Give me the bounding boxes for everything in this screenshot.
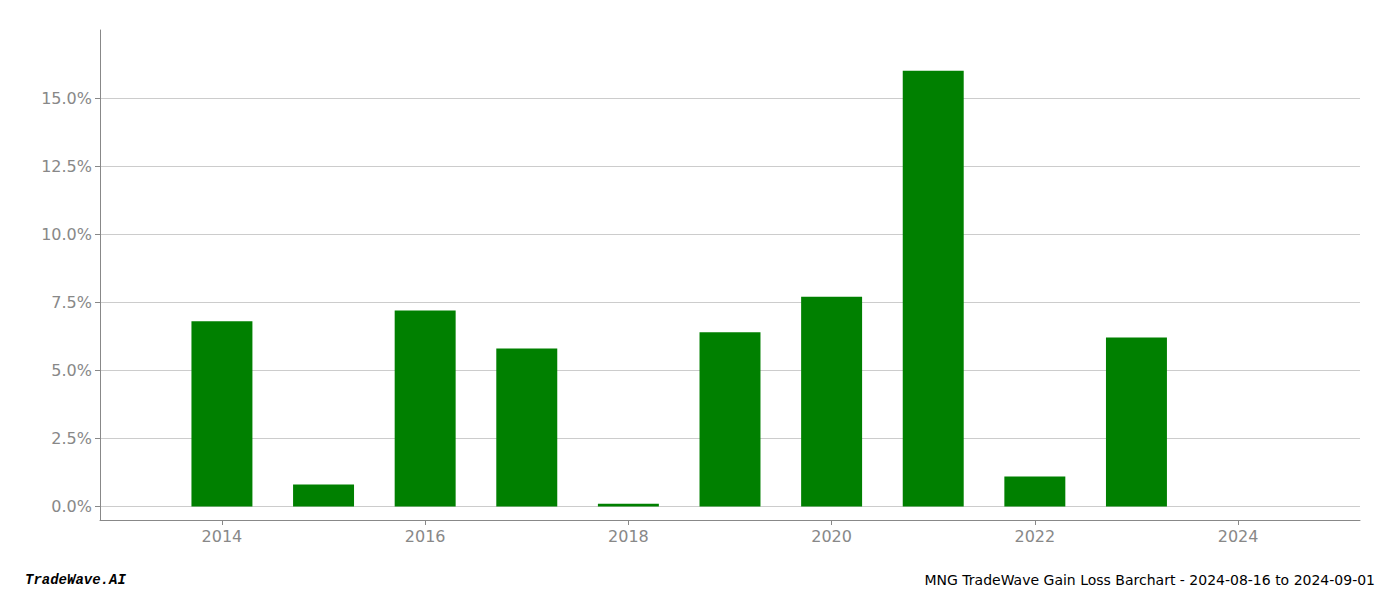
svg-text:TradeWave.AI: TradeWave.AI [25, 572, 126, 588]
svg-text:2024: 2024 [1218, 527, 1259, 546]
svg-text:5.0%: 5.0% [51, 361, 92, 380]
svg-text:12.5%: 12.5% [41, 157, 92, 176]
svg-text:0.0%: 0.0% [51, 497, 92, 516]
svg-text:2022: 2022 [1014, 527, 1055, 546]
svg-text:2020: 2020 [811, 527, 852, 546]
svg-text:2016: 2016 [405, 527, 446, 546]
svg-text:2.5%: 2.5% [51, 429, 92, 448]
svg-text:7.5%: 7.5% [51, 293, 92, 312]
svg-text:2014: 2014 [202, 527, 243, 546]
svg-text:2018: 2018 [608, 527, 649, 546]
svg-text:15.0%: 15.0% [41, 89, 92, 108]
svg-text:MNG TradeWave Gain Loss Barcha: MNG TradeWave Gain Loss Barchart - 2024-… [924, 572, 1375, 588]
svg-text:10.0%: 10.0% [41, 225, 92, 244]
